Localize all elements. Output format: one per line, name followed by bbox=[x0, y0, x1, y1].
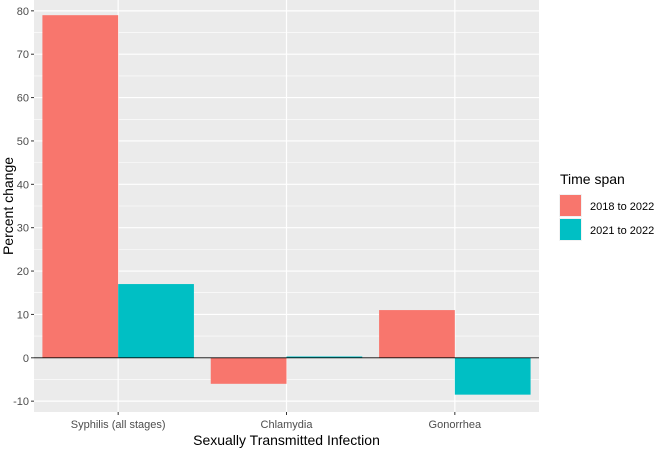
bar bbox=[118, 284, 194, 358]
y-axis: -10 0 10 20 30 40 50 60 70 80 bbox=[13, 6, 34, 408]
legend: Time span 2018 to 2022 2021 to 2022 bbox=[559, 171, 654, 241]
y-tick-label: 50 bbox=[17, 136, 29, 148]
y-tick-label: 80 bbox=[17, 6, 29, 18]
y-tick-label: 10 bbox=[17, 309, 29, 321]
bar bbox=[454, 357, 531, 395]
bar bbox=[210, 357, 287, 384]
legend-label: 2021 to 2022 bbox=[590, 225, 654, 237]
y-axis-label: Percent change bbox=[0, 157, 16, 255]
y-tick-label: 60 bbox=[17, 93, 29, 105]
legend-swatch bbox=[560, 219, 581, 240]
y-tick-label: 0 bbox=[23, 353, 29, 365]
legend-swatch bbox=[560, 195, 581, 216]
legend-label: 2018 to 2022 bbox=[590, 201, 654, 213]
y-tick-label: 30 bbox=[17, 223, 29, 235]
x-tick-label: Syphilis (all stages) bbox=[71, 419, 166, 431]
x-tick-label: Gonorrhea bbox=[429, 419, 482, 431]
y-tick-label: -10 bbox=[13, 396, 29, 408]
x-axis-label: Sexually Transmitted Infection bbox=[193, 432, 380, 448]
legend-title: Time span bbox=[560, 171, 625, 187]
bar bbox=[286, 356, 363, 358]
y-tick-label: 70 bbox=[17, 49, 29, 61]
y-tick-label: 20 bbox=[17, 266, 29, 278]
bars bbox=[42, 15, 531, 395]
bar bbox=[42, 15, 119, 358]
x-axis: Syphilis (all stages) Chlamydia Gonorrhea bbox=[71, 412, 482, 431]
y-tick-label: 40 bbox=[17, 179, 29, 191]
bar bbox=[379, 310, 455, 358]
x-tick-label: Chlamydia bbox=[261, 419, 314, 431]
